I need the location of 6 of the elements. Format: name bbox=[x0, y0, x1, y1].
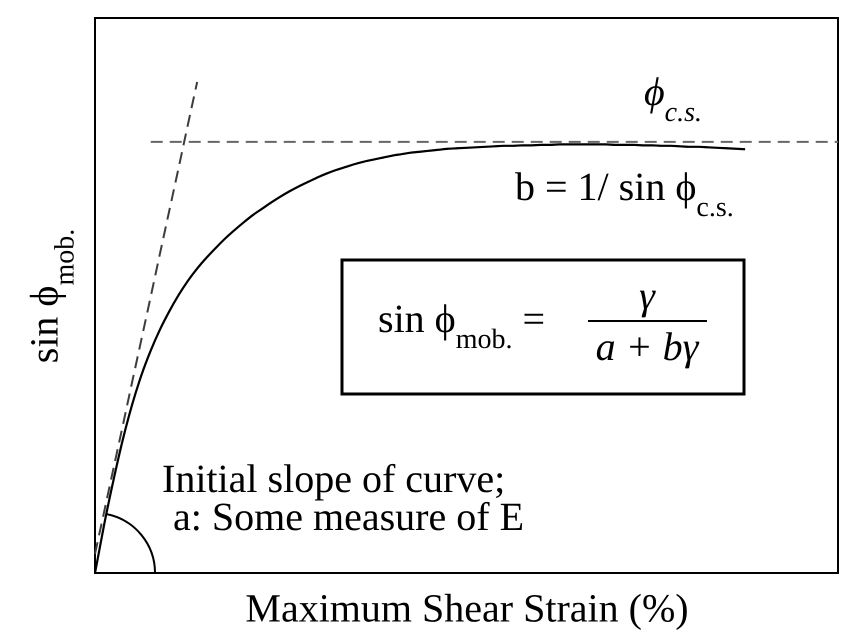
annotation: sin ϕ$_{mob.}$ = bbox=[378, 296, 546, 354]
annotation: a + bγ bbox=[596, 324, 700, 369]
annotation: γ bbox=[639, 273, 656, 318]
x-axis-title: Maximum Shear Strain (%) bbox=[245, 586, 689, 630]
annotation: b = 1/ sin ϕ$_{c.s.}$ bbox=[515, 164, 734, 222]
series-label: ϕ$_{c.s.}$ bbox=[644, 68, 702, 128]
